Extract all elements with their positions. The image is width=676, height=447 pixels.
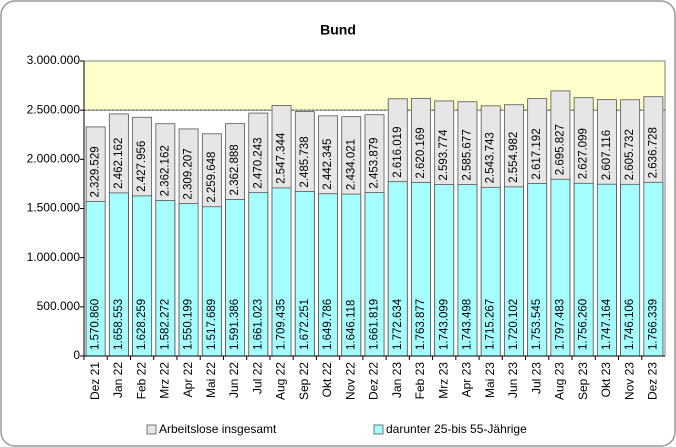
value-label: 1.797.483 bbox=[554, 299, 566, 350]
x-tick-label: Apr 22 bbox=[181, 362, 195, 398]
x-tick-label: Feb 23 bbox=[413, 362, 427, 400]
value-label: 2.309.207 bbox=[183, 148, 195, 199]
value-label: 2.427.956 bbox=[136, 141, 148, 192]
value-label: 2.636.728 bbox=[647, 127, 659, 178]
value-label: 1.763.877 bbox=[415, 299, 427, 350]
value-label: 1.720.102 bbox=[508, 299, 520, 350]
x-tick-label: Jan 22 bbox=[111, 362, 125, 398]
value-label: 2.453.879 bbox=[369, 137, 381, 188]
value-label: 2.607.116 bbox=[601, 130, 613, 180]
legend-label: Arbeitslose insgesamt bbox=[159, 422, 277, 436]
value-label: 1.715.267 bbox=[485, 299, 497, 350]
value-label: 2.259.648 bbox=[206, 152, 218, 203]
legend-swatch bbox=[146, 424, 157, 435]
value-label: 1.628.259 bbox=[136, 299, 148, 350]
chart-title: Bund bbox=[320, 22, 356, 38]
value-label: 2.442.345 bbox=[322, 139, 334, 190]
y-tick-label: 500.000 bbox=[37, 299, 81, 313]
x-tick-label: Mai 22 bbox=[204, 362, 218, 398]
value-label: 2.627.099 bbox=[578, 128, 590, 179]
x-tick-label: Feb 22 bbox=[134, 362, 148, 400]
value-label: 2.695.827 bbox=[554, 124, 566, 175]
x-tick-label: Nov 23 bbox=[622, 362, 636, 400]
x-tick-label: Apr 23 bbox=[460, 362, 474, 398]
value-label: 2.554.982 bbox=[508, 132, 520, 183]
x-tick-label: Sep 23 bbox=[576, 362, 590, 400]
value-label: 1.772.634 bbox=[392, 298, 404, 350]
value-label: 1.591.386 bbox=[229, 299, 241, 350]
y-tick-label: 2.500.000 bbox=[27, 102, 81, 116]
value-label: 2.462.162 bbox=[113, 138, 125, 189]
x-tick-label: Aug 22 bbox=[274, 362, 288, 400]
y-tick-label: 1.500.000 bbox=[27, 201, 81, 215]
value-label: 2.616.019 bbox=[392, 127, 404, 178]
value-label: 1.661.023 bbox=[252, 299, 264, 350]
value-label: 2.362.888 bbox=[229, 144, 241, 195]
x-tick-label: Okt 23 bbox=[599, 362, 613, 398]
value-label: 2.620.169 bbox=[415, 127, 427, 178]
value-label: 2.543.743 bbox=[485, 132, 497, 183]
x-tick-label: Jul 22 bbox=[250, 362, 264, 394]
value-label: 1.658.553 bbox=[113, 299, 125, 350]
value-label: 2.434.021 bbox=[345, 139, 357, 190]
x-tick-label: Nov 22 bbox=[343, 362, 357, 400]
value-label: 1.672.251 bbox=[299, 299, 311, 350]
y-tick-label: 0 bbox=[73, 348, 80, 362]
value-label: 1.649.786 bbox=[322, 299, 334, 350]
x-tick-label: Dez 22 bbox=[367, 362, 381, 400]
x-tick-label: Sep 22 bbox=[297, 362, 311, 400]
value-label: 1.709.435 bbox=[276, 299, 288, 350]
x-tick-label: Jul 23 bbox=[529, 362, 543, 394]
x-tick-label: Jun 23 bbox=[506, 362, 520, 398]
value-label: 2.485.738 bbox=[299, 136, 311, 187]
value-label: 1.582.272 bbox=[159, 299, 171, 350]
x-tick-label: Mai 23 bbox=[483, 362, 497, 398]
y-tick-label: 3.000.000 bbox=[27, 53, 81, 67]
value-label: 1.550.199 bbox=[183, 299, 195, 350]
legend-swatch bbox=[373, 424, 384, 435]
value-label: 1.746.106 bbox=[624, 299, 636, 350]
x-tick-label: Dez 23 bbox=[646, 362, 660, 400]
value-label: 1.756.260 bbox=[578, 299, 590, 350]
value-label: 1.743.099 bbox=[438, 299, 450, 350]
value-label: 1.517.689 bbox=[206, 299, 218, 350]
value-label: 2.605.732 bbox=[624, 129, 636, 180]
y-tick-label: 1.000.000 bbox=[27, 250, 81, 264]
value-label: 1.766.339 bbox=[647, 299, 659, 350]
value-label: 1.747.164 bbox=[601, 298, 613, 350]
value-label: 2.470.243 bbox=[252, 137, 264, 188]
value-label: 2.585.677 bbox=[461, 129, 473, 180]
value-label: 2.617.192 bbox=[531, 128, 543, 179]
value-label: 2.547.344 bbox=[276, 132, 288, 184]
legend-label: darunter 25-bis 55-Jährige bbox=[386, 422, 527, 436]
x-tick-label: Mrz 22 bbox=[158, 362, 172, 399]
x-tick-label: Jun 22 bbox=[227, 362, 241, 398]
y-tick-label: 2.000.000 bbox=[27, 152, 81, 166]
value-label: 2.593.774 bbox=[438, 129, 450, 181]
value-label: 2.362.162 bbox=[159, 145, 171, 196]
value-label: 1.743.498 bbox=[461, 299, 473, 350]
x-tick-label: Jan 23 bbox=[390, 362, 404, 398]
value-label: 2.329.529 bbox=[90, 146, 102, 197]
x-tick-label: Aug 23 bbox=[553, 362, 567, 400]
value-label: 1.570.860 bbox=[90, 299, 102, 350]
value-label: 1.753.545 bbox=[531, 299, 543, 350]
value-label: 1.646.118 bbox=[345, 300, 357, 350]
x-tick-label: Mrz 23 bbox=[436, 362, 450, 399]
x-tick-label: Okt 22 bbox=[320, 362, 334, 398]
value-label: 1.661.819 bbox=[369, 299, 381, 350]
x-tick-label: Dez 21 bbox=[88, 362, 102, 400]
